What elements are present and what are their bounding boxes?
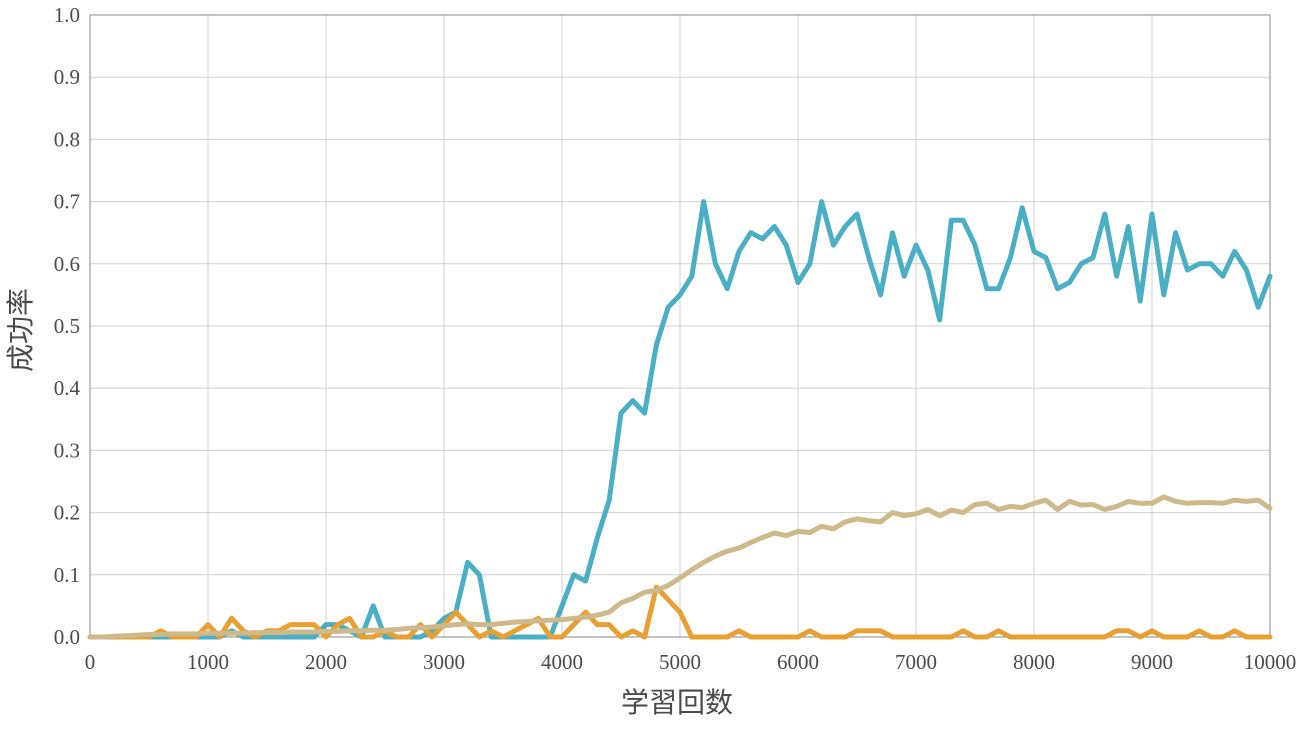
x-tick-label: 1000 (187, 650, 229, 674)
y-axis-title: 成功率 (4, 288, 37, 372)
x-tick-label: 10000 (1244, 650, 1297, 674)
y-tick-label: 0.5 (54, 314, 80, 338)
x-tick-label: 8000 (1013, 650, 1055, 674)
y-tick-labels: 0.0 0.1 0.2 0.3 0.4 0.5 0.6 0.7 0.8 0.9 1.0 (54, 3, 81, 649)
y-tick-label: 0.2 (54, 501, 80, 525)
x-tick-label: 7000 (895, 650, 937, 674)
y-tick-label: 0.1 (54, 563, 80, 587)
y-tick-label: 1.0 (54, 3, 80, 27)
x-tick-label: 0 (85, 650, 96, 674)
y-tick-label: 0.6 (54, 252, 80, 276)
x-tick-labels: 0 1000 2000 3000 4000 5000 6000 7000 8000 9000 100… (85, 650, 1297, 674)
series-layer (87, 199, 1273, 640)
x-tick-label: 9000 (1131, 650, 1173, 674)
x-tick-label: 4000 (541, 650, 583, 674)
y-tick-label: 0.8 (54, 127, 80, 151)
y-tick-label: 0.4 (54, 376, 81, 400)
x-tick-label: 5000 (659, 650, 701, 674)
y-tick-label: 0.3 (54, 438, 80, 462)
y-tick-label: 0.9 (54, 65, 80, 89)
plot-frame (89, 14, 1271, 638)
x-tick-label: 2000 (305, 650, 347, 674)
x-tick-label: 3000 (423, 650, 465, 674)
series-line-1 (87, 199, 1273, 640)
y-tick-label: 0.7 (54, 190, 80, 214)
x-axis-title: 学習回数 (621, 686, 733, 719)
series-line-2 (87, 584, 1273, 640)
y-tick-label: 0.0 (54, 625, 80, 649)
series-line-3 (87, 494, 1273, 640)
grid-lines (89, 14, 1271, 638)
x-tick-label: 6000 (777, 650, 819, 674)
